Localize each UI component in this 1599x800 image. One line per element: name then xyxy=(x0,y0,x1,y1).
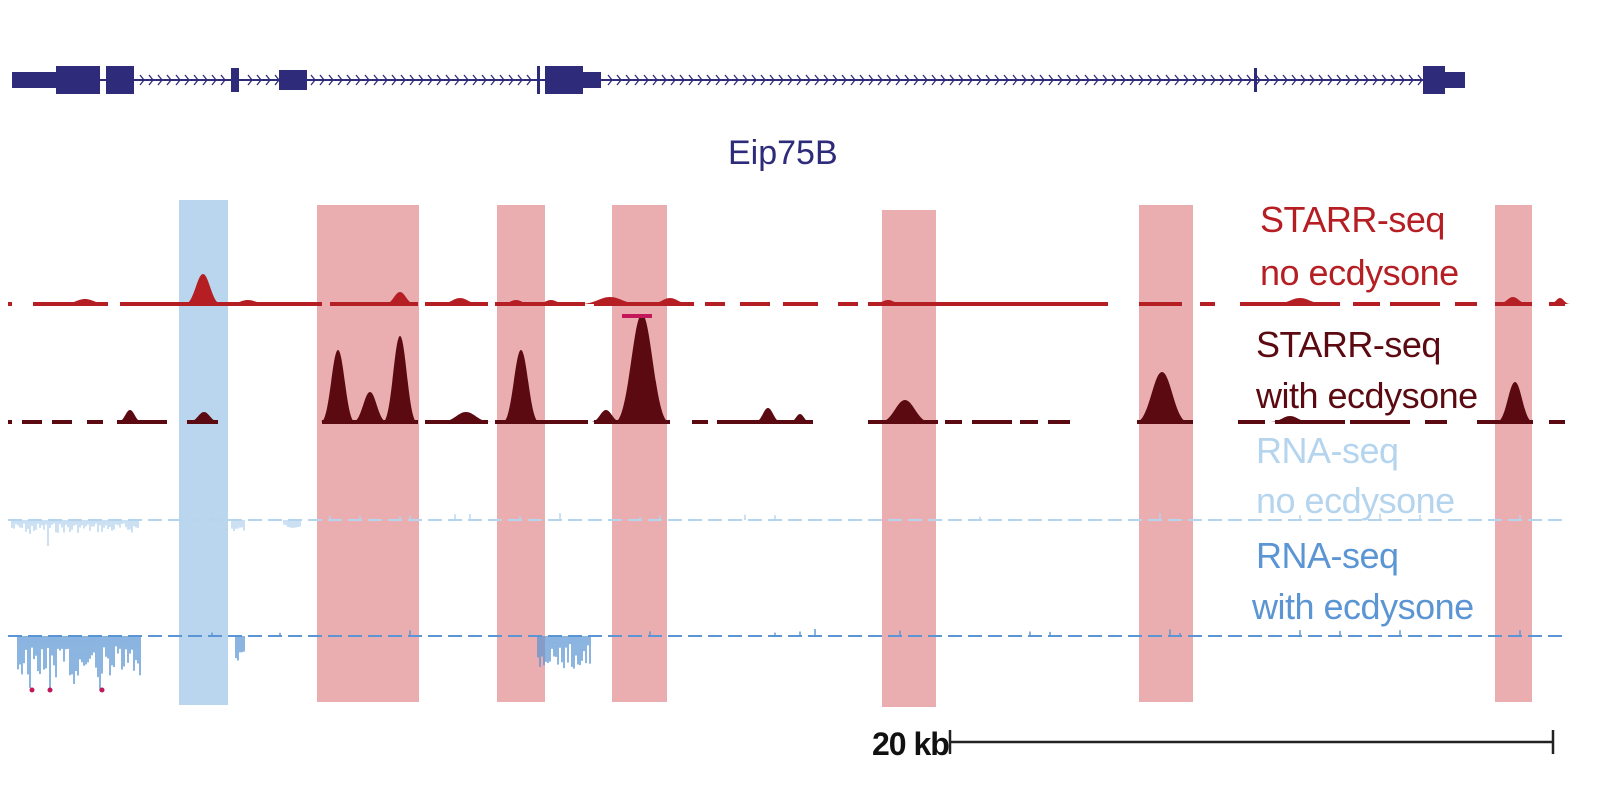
highlight-regions xyxy=(179,200,1532,707)
starr-with-peak-3 xyxy=(321,350,355,422)
starr-no-peak-12 xyxy=(536,300,566,304)
starr-with-peak-10 xyxy=(755,408,781,422)
gene-exon-6 xyxy=(537,66,540,94)
track-label-starr-no-line2: no ecdysone xyxy=(1260,252,1459,293)
gene-exon-8 xyxy=(583,72,601,88)
starr-no-peak-2 xyxy=(385,292,415,304)
track-label-rna-no-line2: no ecdysone xyxy=(1256,480,1455,521)
starr-with-peak-1 xyxy=(118,410,142,422)
starr-no-peak-6 xyxy=(650,298,690,304)
gene-exon-7 xyxy=(545,66,583,94)
starr-no-peak-4 xyxy=(440,298,480,304)
gene-exon-4 xyxy=(231,68,239,92)
starr-with-peak-4 xyxy=(353,392,387,422)
gene-exon-2 xyxy=(56,66,100,94)
starr-with-peak-14 xyxy=(1497,382,1533,422)
starr-seq-with-ecdysone-track xyxy=(8,314,1565,424)
highlight-region-red-2 xyxy=(497,205,545,702)
starr-no-peak-13 xyxy=(873,300,903,304)
gene-exon-9 xyxy=(1254,68,1257,92)
track-label-starr-with-line2: with ecdysone xyxy=(1256,375,1478,416)
starr-no-peak-11 xyxy=(501,300,531,304)
starr-no-peak-9 xyxy=(1550,298,1570,304)
starr-seq-no-ecdysone-track xyxy=(8,274,1570,306)
starr-with-peak-2 xyxy=(189,412,219,422)
highlight-region-red-6 xyxy=(1495,205,1532,702)
scale-bar-label: 20 kb xyxy=(872,726,950,762)
rna-with-signal xyxy=(17,629,1521,691)
rna-with-saturation-dot-2 xyxy=(47,687,53,693)
starr-with-peak-8 xyxy=(591,410,621,422)
starr-with-peak-5 xyxy=(383,336,417,422)
track-label-starr-no-line1: STARR-seq xyxy=(1260,199,1445,240)
rna-with-saturation-dot-1 xyxy=(29,687,35,693)
starr-with-peak-6 xyxy=(441,412,491,422)
starr-no-peak-3 xyxy=(62,299,108,304)
starr-no-peak-1 xyxy=(185,274,221,304)
gene-exon-1 xyxy=(12,72,56,88)
starr-no-peak-5 xyxy=(580,297,640,304)
starr-no-peak-8 xyxy=(1498,297,1528,304)
rna-seq-no-ecdysone-track xyxy=(8,513,1565,546)
starr-with-saturated-marker xyxy=(622,314,652,318)
track-label-rna-with-line1: RNA-seq xyxy=(1256,535,1399,576)
rna-seq-with-ecdysone-track xyxy=(8,629,1565,693)
highlight-region-red-4 xyxy=(882,210,936,707)
gene-exon-3 xyxy=(106,66,134,94)
starr-with-peak-13 xyxy=(1136,372,1188,422)
gene-exon-10 xyxy=(1423,66,1445,94)
starr-no-peak-10 xyxy=(228,300,268,304)
rna-no-signal xyxy=(11,513,1521,546)
gene-name-label: Eip75B xyxy=(728,134,838,172)
highlight-region-red-5 xyxy=(1139,205,1193,702)
track-label-starr-with-line1: STARR-seq xyxy=(1256,324,1441,365)
starr-with-peak-12 xyxy=(880,400,930,422)
track-label-rna-no-line1: RNA-seq xyxy=(1256,430,1399,471)
track-label-rna-with-line2: with ecdysone xyxy=(1252,586,1474,627)
gene-exon-11 xyxy=(1445,72,1465,88)
highlight-region-red-3 xyxy=(612,205,667,702)
highlight-region-red-1 xyxy=(317,205,419,702)
scale-bar xyxy=(948,730,1555,754)
starr-with-peak-9 xyxy=(615,314,669,422)
rna-with-saturation-dot-3 xyxy=(99,687,105,693)
gene-model xyxy=(12,66,1465,94)
gene-strand-chevrons xyxy=(139,74,1423,86)
starr-with-peak-15 xyxy=(1270,416,1310,422)
starr-with-peak-7 xyxy=(503,350,539,422)
gene-exon-5 xyxy=(279,70,307,90)
starr-with-peak-11 xyxy=(790,414,810,422)
starr-no-peak-7 xyxy=(1275,298,1325,304)
